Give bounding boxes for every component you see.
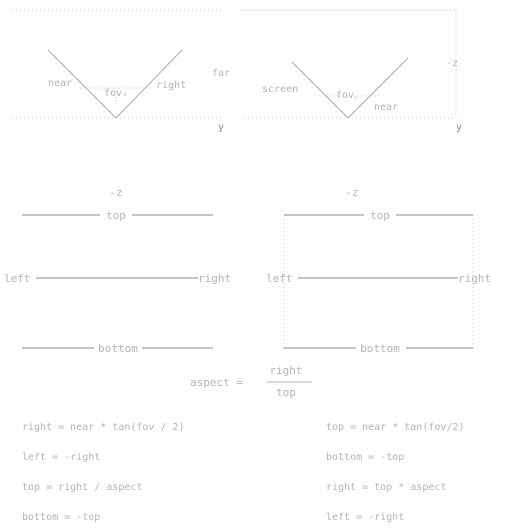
left-label-left: left bbox=[4, 272, 31, 285]
top-label-left: top bbox=[106, 209, 126, 222]
aspect-denominator: top bbox=[276, 386, 296, 399]
aspect-lhs: aspect = bbox=[190, 376, 243, 389]
screen-label: screen bbox=[262, 84, 298, 95]
axis-y-label-left: y bbox=[218, 122, 224, 133]
formula-right-4: left = -right bbox=[326, 512, 404, 523]
aspect-numerator: right bbox=[269, 364, 302, 377]
axis-y-label-right: y bbox=[456, 122, 462, 133]
right-label-right: right bbox=[458, 272, 491, 285]
screen-edge-left bbox=[291, 61, 349, 119]
near-label: near bbox=[48, 78, 72, 89]
right-label-left: right bbox=[198, 272, 231, 285]
bottom-label-left: bottom bbox=[98, 342, 138, 355]
axis-z-label-mid-right: -z bbox=[345, 186, 358, 199]
formulas-right: top = near * tan(fov/2) bottom = -top ri… bbox=[326, 422, 464, 523]
far-label: far bbox=[212, 68, 230, 79]
near-label-right: near bbox=[374, 102, 398, 113]
formula-left-4: bottom = -top bbox=[22, 512, 100, 523]
bottom-label-right: bottom bbox=[360, 342, 400, 355]
formula-right-2: bottom = -top bbox=[326, 452, 404, 463]
formula-right-1: top = near * tan(fov/2) bbox=[326, 422, 464, 433]
formulas-left: right = near * tan(fov / 2) left = -righ… bbox=[22, 422, 185, 523]
axis-z-label-mid-left: -z bbox=[109, 186, 122, 199]
screen-plane-left: -z top left right bottom bbox=[4, 186, 231, 355]
formula-left-1: right = near * tan(fov / 2) bbox=[22, 422, 185, 433]
formula-right-3: right = top * aspect bbox=[326, 482, 446, 493]
aspect-formula: aspect = right top bbox=[190, 364, 312, 399]
right-label: right bbox=[156, 80, 186, 91]
left-label-right: left bbox=[266, 272, 293, 285]
fov-y-diagram: screen fovᵧ near -z y bbox=[242, 9, 462, 133]
formula-left-2: left = -right bbox=[22, 452, 100, 463]
screen-edge-right bbox=[347, 57, 409, 119]
screen-plane-right: -z top left right bottom bbox=[266, 186, 491, 355]
fov-x-diagram: near fovₓ right far y bbox=[12, 9, 230, 133]
top-label-right: top bbox=[370, 209, 390, 222]
frustum-edge-right bbox=[115, 49, 183, 119]
fov-x-label: fovₓ bbox=[104, 88, 128, 99]
formula-left-3: top = right / aspect bbox=[22, 482, 142, 493]
axis-z-label-top: -z bbox=[446, 58, 458, 69]
fov-y-label: fovᵧ bbox=[336, 90, 357, 101]
frustum-edge-left bbox=[47, 49, 117, 119]
